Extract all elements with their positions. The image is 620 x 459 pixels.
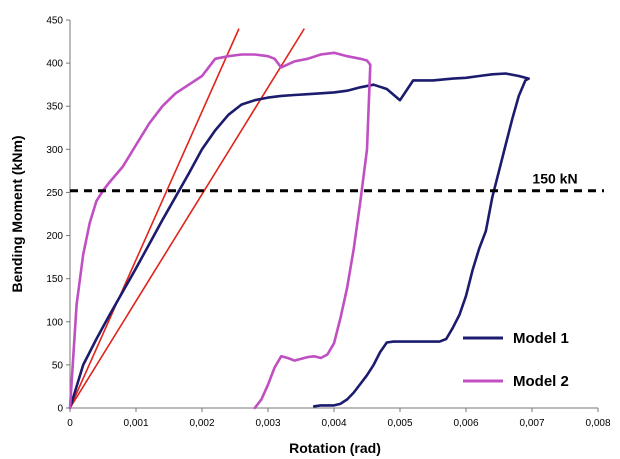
y-tick-label: 0	[57, 404, 63, 415]
y-tick-label: 200	[46, 231, 63, 242]
threshold-label: 150 kN	[532, 171, 577, 187]
legend-label: Model 1	[513, 330, 569, 347]
y-tick-label: 50	[52, 360, 64, 371]
x-tick-label: 0	[67, 418, 73, 429]
y-tick-label: 450	[46, 16, 63, 27]
x-tick-label: 0,003	[255, 418, 280, 429]
x-axis: 0 0,001 0,002 0,003 0,004 0,005 0,006 0,007 0,00…	[67, 407, 611, 429]
secant-line	[69, 28, 305, 409]
y-axis-title: Bending Moment (kNm)	[9, 135, 25, 292]
y-axis: 0 50 100 150 200 250 300 350 400 450	[46, 16, 71, 415]
legend: Model 1 Model 2	[463, 330, 569, 390]
reference-lines	[69, 28, 305, 409]
y-tick-label: 300	[46, 145, 63, 156]
y-tick-label: 400	[46, 59, 63, 70]
x-tick-label: 0,004	[321, 418, 346, 429]
y-tick-label: 350	[46, 102, 63, 113]
y-tick-label: 100	[46, 317, 63, 328]
x-tick-label: 0,005	[387, 418, 412, 429]
series-line	[68, 72, 531, 410]
series-layer	[68, 51, 531, 410]
series-line	[68, 51, 372, 410]
x-tick-label: 0,002	[189, 418, 214, 429]
x-tick-label: 0,006	[453, 418, 478, 429]
x-tick-label: 0,007	[519, 418, 544, 429]
secant-line	[69, 28, 240, 409]
y-tick-label: 250	[46, 188, 63, 199]
x-axis-title: Rotation (rad)	[289, 440, 381, 456]
y-tick-label: 150	[46, 274, 63, 285]
threshold-line: 150 kN	[70, 171, 604, 193]
x-tick-label: 0,008	[585, 418, 610, 429]
legend-label: Model 2	[513, 373, 569, 390]
x-tick-label: 0,001	[123, 418, 148, 429]
